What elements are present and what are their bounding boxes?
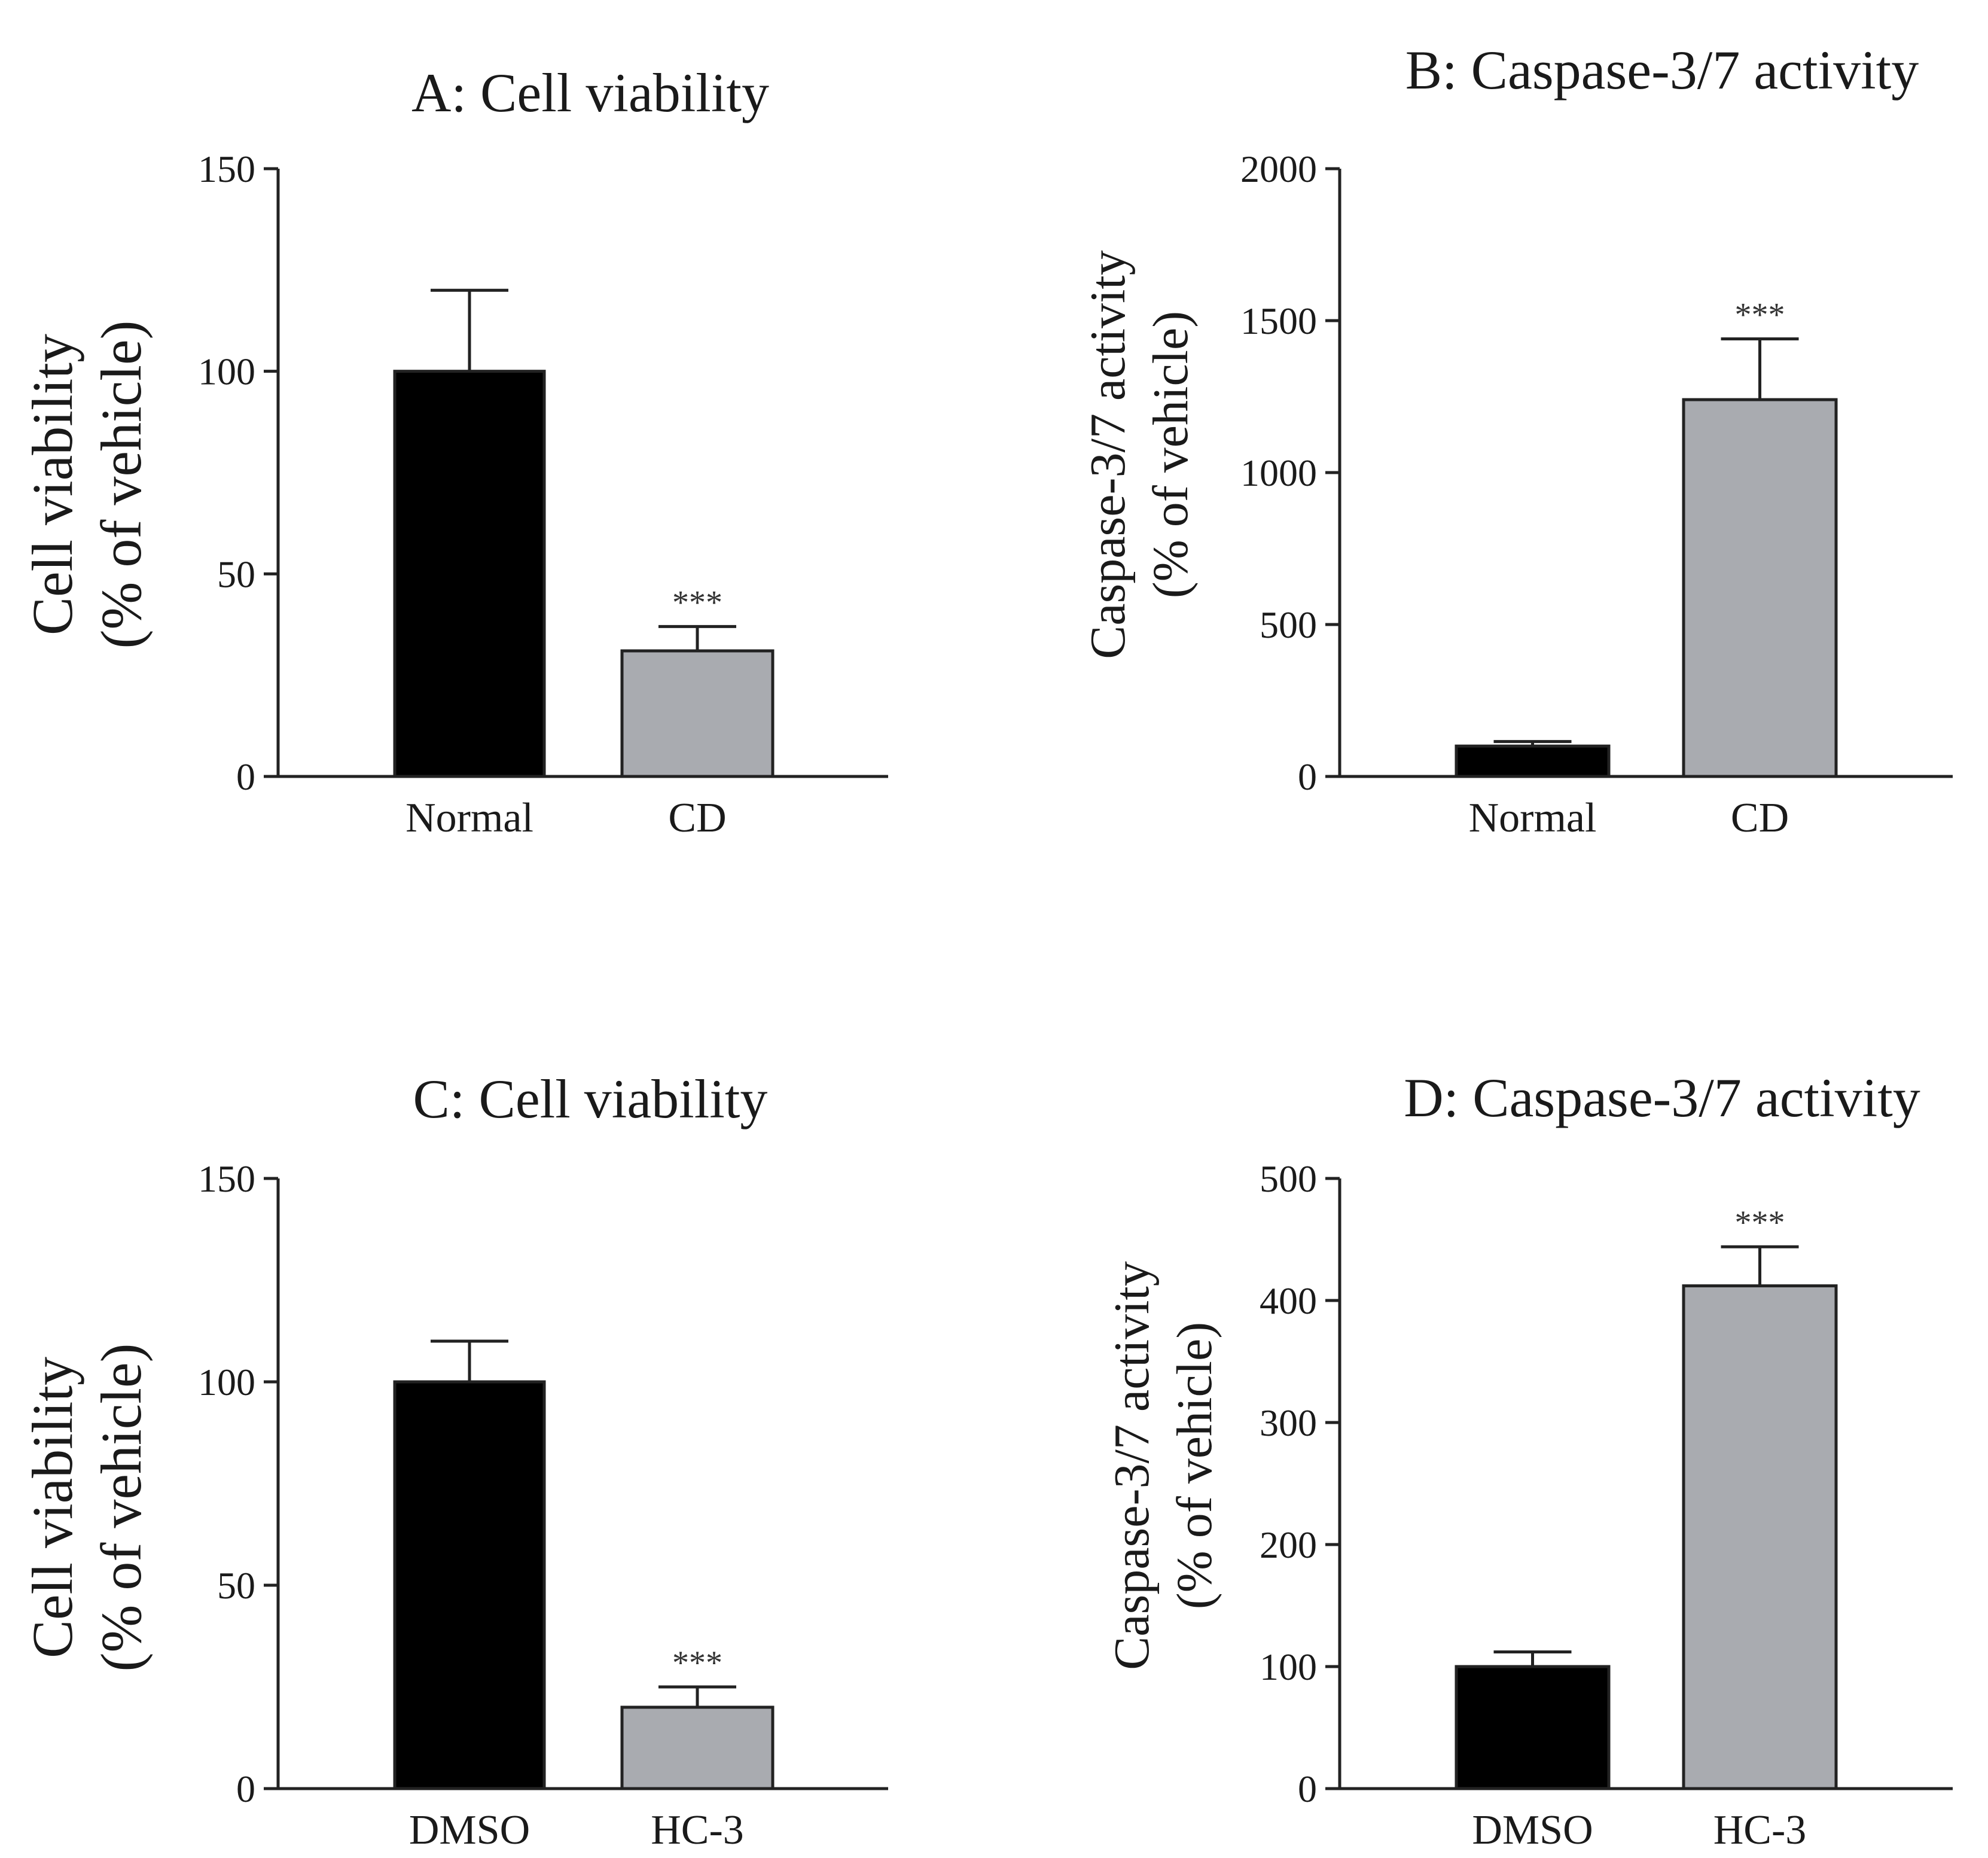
panel-b-ylabel-line2: (% of vehicle) bbox=[1143, 311, 1199, 598]
chart-b-ytick-label: 2000 bbox=[1240, 148, 1317, 190]
panel-a-title: A: Cell viability bbox=[411, 62, 769, 123]
chart-b-category-label: Normal bbox=[1469, 795, 1597, 841]
chart-d-category-label: HC-3 bbox=[1713, 1807, 1807, 1853]
chart-d-ytick-label: 500 bbox=[1260, 1158, 1317, 1200]
chart-a-ytick-label: 150 bbox=[198, 148, 255, 190]
panel-c-plot: 0 50 100 150 DMSO HC-3 *** bbox=[198, 1158, 888, 1853]
chart-a-significance-marker: *** bbox=[672, 584, 722, 621]
panel-c-ylabel-line1: Cell viability bbox=[20, 1357, 84, 1658]
panel-a-plot: 0 50 100 150 Normal CD *** bbox=[198, 148, 888, 841]
chart-a-ytick-label: 50 bbox=[217, 553, 255, 595]
chart-b-ytick-label: 1000 bbox=[1240, 452, 1317, 494]
panel-d: D: Caspase-3/7 activity Caspase-3/7 acti… bbox=[1104, 1067, 1953, 1853]
panel-b-plot: 0 500 1000 1500 2000 Normal CD *** bbox=[1240, 148, 1953, 841]
chart-d-category-label: DMSO bbox=[1472, 1807, 1593, 1853]
panel-b: B: Caspase-3/7 activity Caspase-3/7 acti… bbox=[1080, 39, 1953, 841]
chart-d-ytick-label: 400 bbox=[1260, 1280, 1317, 1322]
chart-a-ytick-label: 0 bbox=[236, 756, 255, 798]
chart-a-ytick-label: 100 bbox=[198, 351, 255, 393]
chart-c-ytick-label: 100 bbox=[198, 1361, 255, 1403]
chart-c-category-label: HC-3 bbox=[651, 1807, 744, 1853]
panel-d-plot: 0 100 200 300 400 500 DMSO HC-3 *** bbox=[1260, 1158, 1953, 1853]
panel-d-ylabel-line1: Caspase-3/7 activity bbox=[1104, 1261, 1160, 1670]
chart-d-significance-marker: *** bbox=[1735, 1204, 1785, 1241]
chart-c-ytick-label: 0 bbox=[236, 1768, 255, 1810]
chart-b-ytick-label: 500 bbox=[1260, 604, 1317, 646]
chart-b-ytick-label: 0 bbox=[1298, 756, 1317, 798]
panel-a-ylabel-line2: (% of vehicle) bbox=[89, 320, 153, 648]
chart-c-bar-hc-3 bbox=[620, 1705, 775, 1790]
chart-d-ytick-label: 300 bbox=[1260, 1402, 1317, 1444]
panel-b-ylabel-line1: Caspase-3/7 activity bbox=[1080, 250, 1136, 659]
chart-d-ytick-label: 0 bbox=[1298, 1768, 1317, 1810]
chart-b-ytick-label: 1500 bbox=[1240, 300, 1317, 342]
chart-b-category-label: CD bbox=[1731, 795, 1789, 841]
chart-d-ytick-label: 200 bbox=[1260, 1524, 1317, 1566]
panel-b-title: B: Caspase-3/7 activity bbox=[1405, 39, 1919, 100]
chart-c-ytick-label: 50 bbox=[217, 1564, 255, 1607]
chart-b-bar-normal bbox=[1455, 744, 1611, 778]
panel-d-ylabel-line2: (% of vehicle) bbox=[1167, 1322, 1222, 1609]
chart-c-ytick-label: 150 bbox=[198, 1158, 255, 1200]
panel-c-ylabel-line2: (% of vehicle) bbox=[89, 1343, 153, 1671]
panel-c: C: Cell viability Cell viability (% of v… bbox=[20, 1068, 888, 1853]
chart-c-significance-marker: *** bbox=[672, 1644, 722, 1682]
chart-a-bar-normal bbox=[393, 370, 546, 778]
chart-d-ytick-label: 100 bbox=[1260, 1646, 1317, 1688]
chart-b-significance-marker: *** bbox=[1735, 296, 1785, 333]
panel-d-title: D: Caspase-3/7 activity bbox=[1404, 1067, 1920, 1128]
chart-a-category-label: Normal bbox=[405, 795, 533, 841]
chart-d-bar-dmso bbox=[1455, 1665, 1611, 1790]
chart-c-bar-dmso bbox=[393, 1380, 546, 1790]
chart-c-category-label: DMSO bbox=[409, 1807, 530, 1853]
panel-c-title: C: Cell viability bbox=[413, 1068, 768, 1129]
chart-a-bar-cd bbox=[620, 649, 775, 778]
panel-a: A: Cell viability Cell viability (% of v… bbox=[20, 62, 888, 841]
panel-a-ylabel-line1: Cell viability bbox=[20, 334, 84, 635]
chart-b-bar-cd bbox=[1682, 398, 1838, 778]
chart-a-category-label: CD bbox=[668, 795, 726, 841]
chart-d-bar-hc-3 bbox=[1682, 1284, 1838, 1790]
